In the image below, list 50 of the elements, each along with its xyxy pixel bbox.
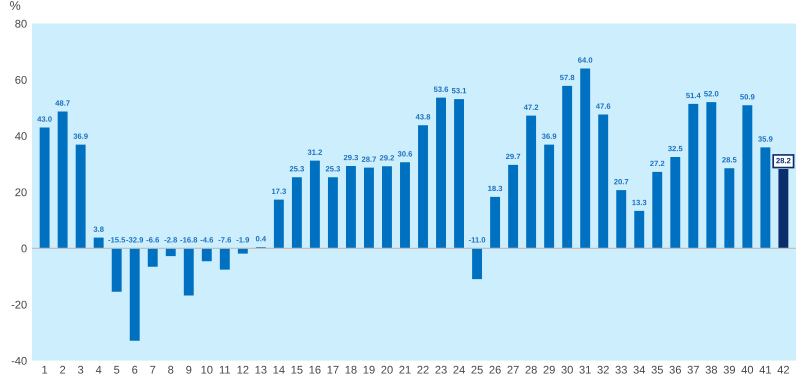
x-tick-label: 3 xyxy=(78,366,84,374)
x-tick-label: 1 xyxy=(42,366,48,374)
x-tick-label: 24 xyxy=(453,366,465,374)
y-tick-label: 20 xyxy=(15,188,27,196)
x-tick-label: 23 xyxy=(435,366,447,374)
x-tick-label: 36 xyxy=(670,366,681,374)
x-tick-label: 28 xyxy=(526,366,537,374)
x-tick-label: 20 xyxy=(381,366,393,374)
x-tick-label: 38 xyxy=(706,366,718,374)
x-tick-label: 27 xyxy=(507,366,519,374)
y-tick-label: -20 xyxy=(12,300,27,309)
x-tick-label: 35 xyxy=(652,366,663,374)
y-tick-label: 80 xyxy=(15,20,27,28)
x-tick-label: 6 xyxy=(132,366,138,374)
x-tick-label: 22 xyxy=(417,366,429,374)
x-tick-label: 16 xyxy=(310,366,321,374)
x-tick-label: 10 xyxy=(201,366,213,374)
x-tick-label: 41 xyxy=(759,366,772,374)
x-tick-label: 34 xyxy=(633,366,646,374)
y-tick-label: -40 xyxy=(12,356,27,365)
x-tick-label: 4 xyxy=(96,366,102,374)
y-axis-title: % xyxy=(10,1,20,10)
y-tick-label: 60 xyxy=(15,76,27,84)
x-tick-label: 21 xyxy=(399,366,411,374)
x-tick-label: 32 xyxy=(597,366,609,374)
x-tick-label: 40 xyxy=(741,366,754,374)
x-tick-label: 19 xyxy=(364,366,375,374)
x-tick-label: 15 xyxy=(292,366,303,374)
x-tick-label: 5 xyxy=(114,366,120,374)
x-tick-label: 39 xyxy=(724,366,735,374)
x-tick-label: 9 xyxy=(186,366,192,374)
y-tick-label: 0 xyxy=(21,244,27,252)
y-tick-label: 40 xyxy=(15,132,27,140)
x-tick-label: 31 xyxy=(579,366,591,374)
x-tick-label: 11 xyxy=(220,366,230,374)
x-tick-label: 17 xyxy=(328,366,339,374)
x-tick-label: 37 xyxy=(688,366,699,374)
x-tick-label: 25 xyxy=(471,366,483,374)
x-tick-label: 8 xyxy=(168,366,174,374)
x-tick-label: 2 xyxy=(60,366,66,374)
x-tick-label: 13 xyxy=(256,366,267,374)
x-tick-label: 18 xyxy=(346,366,357,374)
x-tick-label: 33 xyxy=(615,366,627,374)
x-tick-label: 12 xyxy=(237,366,248,374)
x-tick-label: 26 xyxy=(489,366,501,374)
x-tick-label: 30 xyxy=(561,366,573,374)
x-tick-label: 42 xyxy=(777,366,790,374)
x-tick-label: 7 xyxy=(150,366,156,374)
x-tick-label: 29 xyxy=(544,366,555,374)
x-tick-label: 14 xyxy=(274,366,285,374)
